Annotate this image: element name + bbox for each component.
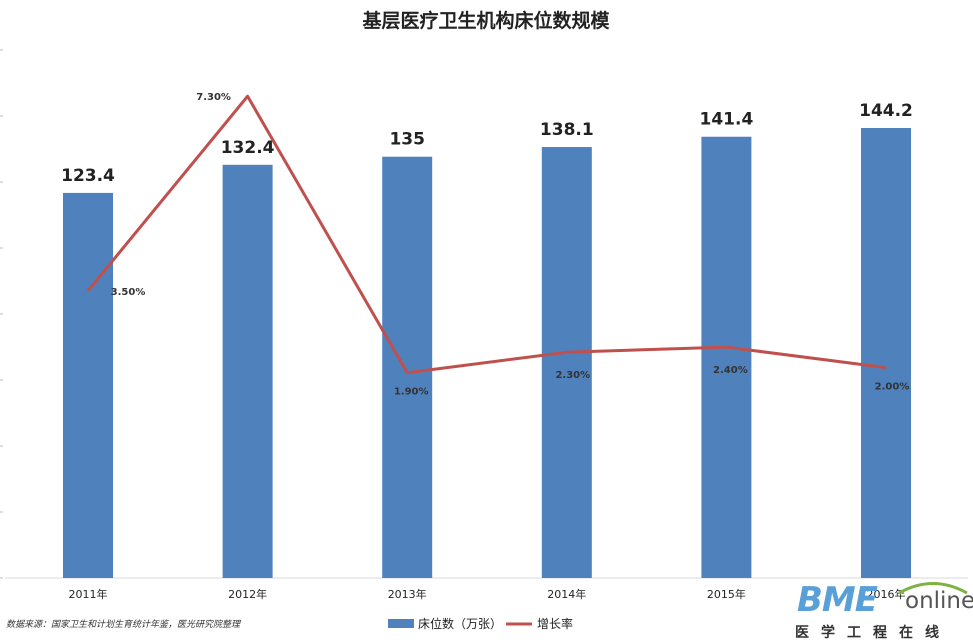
bar-value-label: 144.2 <box>859 101 913 121</box>
logo-online-text: online <box>905 588 973 614</box>
bar <box>382 156 433 578</box>
chart-title: 基层医疗卫生机构床位数规模 <box>361 9 610 32</box>
x-tick-label: 2016年 <box>867 587 906 601</box>
line-value-label: 7.30% <box>196 92 231 103</box>
bar <box>701 136 752 579</box>
x-tick-label: 2011年 <box>69 587 108 601</box>
bar-value-label: 123.4 <box>61 166 115 186</box>
line-value-label: 2.30% <box>555 370 590 381</box>
legend-bar-swatch <box>388 619 414 628</box>
bar-value-label: 132.4 <box>221 138 275 158</box>
x-tick-label: 2013年 <box>388 587 427 601</box>
x-tick-label: 2012年 <box>228 587 267 601</box>
bar-value-label: 141.4 <box>700 110 754 130</box>
line-value-label: 2.40% <box>713 365 748 376</box>
bar <box>541 147 592 578</box>
bar <box>63 192 113 578</box>
logo-subtitle: 医学工程在线 <box>795 625 951 641</box>
growth-rate-line <box>86 94 887 375</box>
source-note: 数据来源：国家卫生和计划生育统计年鉴，医光研究院整理 <box>6 620 241 630</box>
bar-value-label: 135 <box>389 130 425 150</box>
bme-online-logo: BME online 医学工程在线 <box>795 580 973 641</box>
legend-line-label: 增长率 <box>537 616 573 631</box>
bar-series: 123.4 132.4 135 138.1 141.4 144.2 <box>61 101 913 579</box>
legend: 床位数（万张） 增长率 <box>388 616 573 631</box>
logo-bme-text: BME <box>797 580 878 620</box>
x-tick-label: 2014年 <box>547 587 586 601</box>
legend-bar-label: 床位数（万张） <box>418 616 502 631</box>
x-axis-tick-labels: 2011年 2012年 2013年 2014年 2015年 2016年 <box>69 587 906 601</box>
bar <box>861 128 911 578</box>
line-series: 3.50% 7.30% 1.90% 2.30% 2.40% 2.00% <box>86 92 910 398</box>
left-axis-ticks <box>0 49 3 579</box>
logo-arc-icon <box>898 582 968 594</box>
bar-value-label: 138.1 <box>540 120 594 140</box>
bar <box>222 164 273 578</box>
x-tick-label: 2015年 <box>707 587 746 601</box>
line-value-label: 3.50% <box>111 287 146 298</box>
line-value-label: 1.90% <box>394 387 429 398</box>
line-value-label: 2.00% <box>875 382 910 393</box>
